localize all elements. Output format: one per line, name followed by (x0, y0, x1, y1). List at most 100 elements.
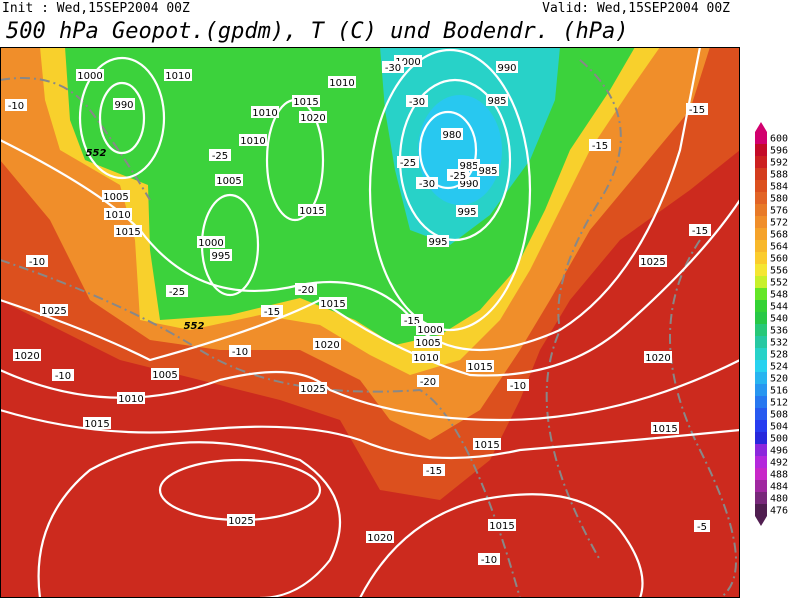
contour-label: -30 (419, 179, 435, 190)
contour-label: -10 (8, 101, 24, 112)
contour-label-box (5, 99, 27, 111)
contour-label-box (644, 351, 672, 363)
colorbar-swatch (755, 360, 767, 372)
contour-label: -20 (420, 377, 436, 388)
contour-label: 1020 (14, 351, 39, 362)
contour-label: 1020 (367, 533, 392, 544)
colorbar-label: 528 (770, 350, 788, 361)
contour-label-box (458, 159, 480, 171)
contour-label-box (295, 283, 317, 295)
contour-label-box (13, 349, 41, 361)
colorbar-label: 488 (770, 470, 788, 481)
colorbar-label: 556 (770, 266, 788, 277)
colorbar-swatch (755, 492, 767, 504)
colorbar-label: 588 (770, 170, 788, 181)
colorbar-label: 516 (770, 386, 788, 397)
contour-label: -25 (212, 151, 228, 162)
map-title: 500 hPa Geopot.(gpdm), T (C) und Bodendr… (6, 19, 629, 44)
colorbar-swatch (755, 408, 767, 420)
height-label: 552 (184, 321, 205, 332)
contour-label-box (151, 368, 179, 380)
colorbar-swatch (755, 252, 767, 264)
contour-label: 980 (442, 130, 461, 141)
contour-label-box (488, 519, 516, 531)
contour-label: -5 (697, 522, 707, 533)
contour-label-box (83, 417, 111, 429)
contour-label: -10 (232, 347, 248, 358)
contour-label: 995 (428, 237, 447, 248)
contour-label: 990 (497, 63, 516, 74)
contour-label: 1015 (474, 440, 499, 451)
contour-label-box (507, 379, 529, 391)
contour-label: -10 (29, 257, 45, 268)
contour-label: 1000 (77, 71, 102, 82)
contour-label-box (686, 103, 708, 115)
contour-label: 1015 (320, 299, 345, 310)
colorbar-swatch (755, 324, 767, 336)
colorbar-label: 476 (770, 506, 788, 517)
map-area (0, 47, 740, 598)
contour-label: 1010 (105, 210, 130, 221)
contour-label-box (209, 149, 231, 161)
contour-label: -10 (510, 381, 526, 392)
isobar (418, 110, 478, 190)
isobar (359, 493, 644, 598)
contour-label: 995 (457, 207, 476, 218)
contour-label-box (427, 235, 449, 247)
contour-label-box (299, 111, 327, 123)
contour-label: 990 (459, 179, 478, 190)
contour-label: 1020 (645, 353, 670, 364)
contour-label-box (166, 285, 188, 297)
contour-label-box (486, 94, 508, 106)
contour-label: 1010 (413, 353, 438, 364)
contour-label: -30 (385, 63, 401, 74)
contour-label-box (366, 531, 394, 543)
contour-label-box (406, 95, 428, 107)
contour-label-box (651, 422, 679, 434)
contour-label: -15 (692, 226, 708, 237)
colorbar-swatch (755, 276, 767, 288)
colorbar-label: 500 (770, 434, 788, 445)
contour-label-box (496, 61, 518, 73)
colorbar-label: 512 (770, 398, 788, 409)
contour-label-box (689, 224, 711, 236)
height-label: 552 (86, 148, 107, 159)
contour-label-box (215, 174, 243, 186)
contour-label-box (456, 205, 478, 217)
contour-label-box (417, 375, 439, 387)
valid-time: Valid: Wed,15SEP2004 00Z (542, 1, 730, 16)
colorbar-label: 492 (770, 458, 788, 469)
contour-label-box (478, 553, 500, 565)
colorbar-swatch (755, 372, 767, 384)
isobar (0, 199, 740, 377)
contour-label-box (416, 177, 438, 189)
contour-label: -25 (400, 158, 416, 169)
colorbar-label: 524 (770, 362, 788, 373)
colorbar-label: 564 (770, 242, 788, 253)
contour-label-box (229, 345, 251, 357)
colorbar-label: 544 (770, 302, 788, 313)
contour-label-box (328, 76, 356, 88)
contour-label: -15 (592, 141, 608, 152)
contour-label-box (52, 369, 74, 381)
contour-label-box (104, 208, 132, 220)
contour-label-box (319, 297, 347, 309)
contour-label: 1010 (240, 136, 265, 147)
contour-label-box (441, 128, 463, 140)
colorbar-swatch (755, 336, 767, 348)
colorbar-swatch (755, 156, 767, 168)
colorbar-swatch (755, 168, 767, 180)
colorbar-label: 568 (770, 230, 788, 241)
colorbar-label: 532 (770, 338, 788, 349)
colorbar-label: 600 (770, 134, 788, 145)
colorbar-swatch (755, 240, 767, 252)
colorbar-swatch (755, 204, 767, 216)
contour-label-box (447, 169, 469, 181)
colorbar-swatch (755, 468, 767, 480)
contour-label: 985 (459, 161, 478, 172)
contour-label-box (639, 255, 667, 267)
contour-label-box (414, 336, 442, 348)
colorbar-label: 504 (770, 422, 788, 433)
